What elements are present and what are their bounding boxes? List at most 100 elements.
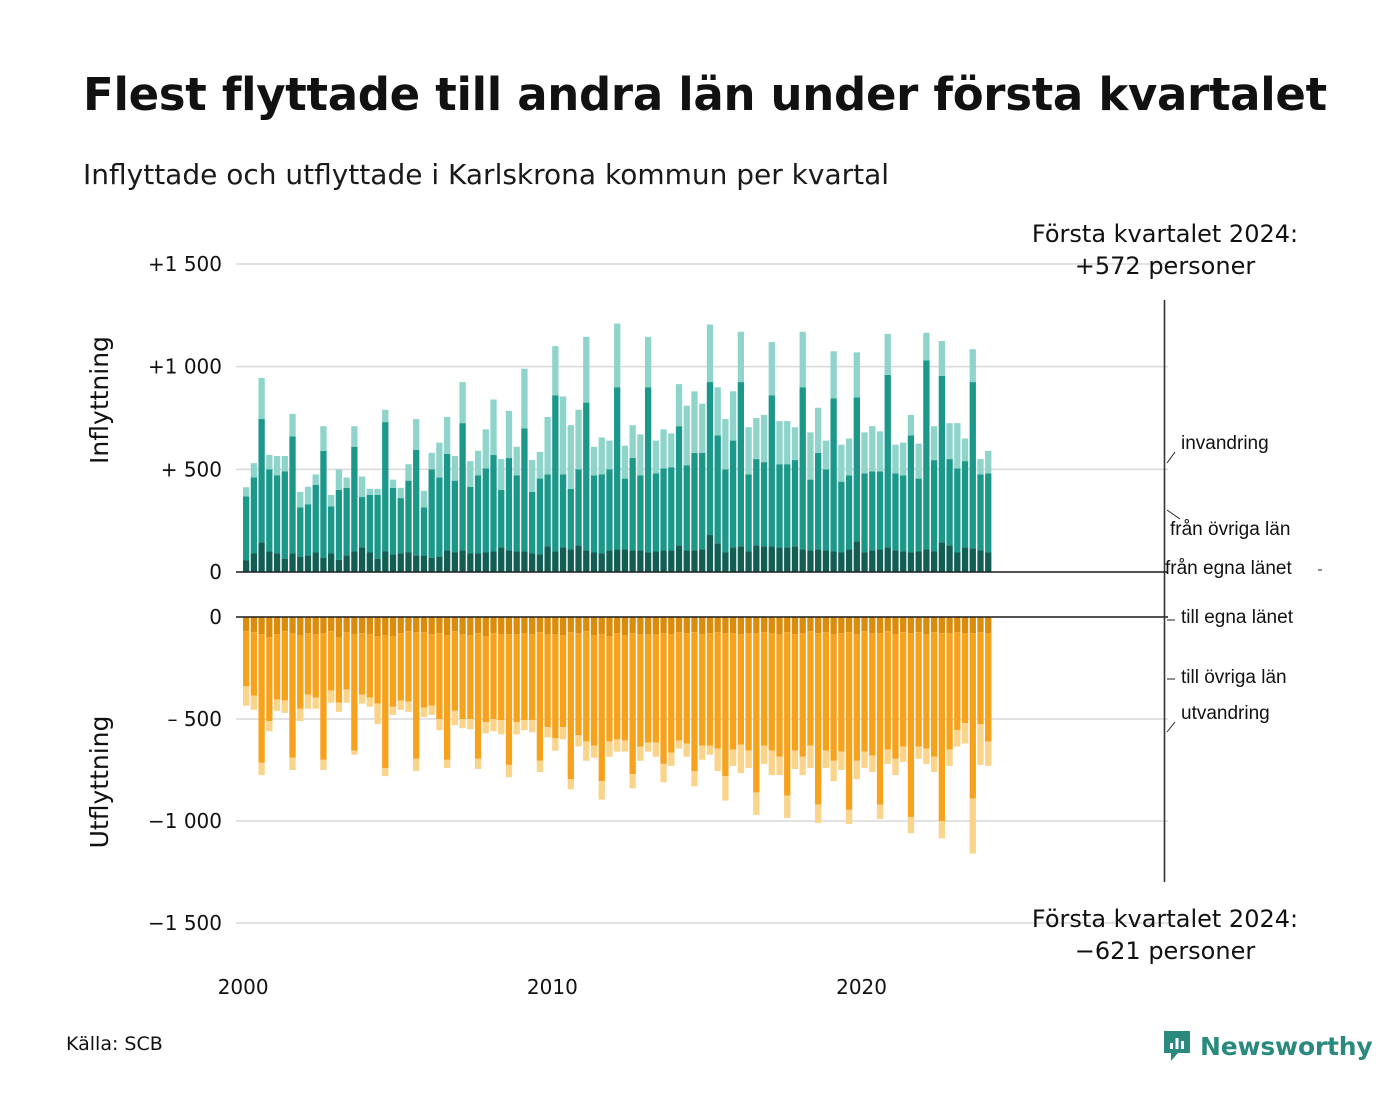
out-bar-ut_ovriga [652, 634, 659, 743]
in-bar-in_invandring [482, 429, 489, 469]
in-bar-in_invandring [691, 391, 698, 453]
in-bar-in_invandring [784, 421, 791, 465]
out-bar-ut_egna [366, 617, 373, 635]
in-bar-in_invandring [706, 324, 714, 383]
out-bar-ut_ovriga [706, 633, 714, 746]
in-bar-in_egna [629, 550, 636, 572]
out-bar-ut_egna [428, 617, 435, 635]
in-bar-in_egna [683, 550, 690, 572]
out-bar-ut_ovriga [374, 636, 381, 704]
in-bar-in_ovriga [722, 469, 729, 553]
source-note: Källa: SCB [66, 1033, 163, 1055]
out-y-tick-label: −1 000 [148, 809, 222, 833]
in-bar-in_egna [343, 555, 350, 572]
out-bar-ut_egna [521, 617, 528, 634]
in-bar-in_egna [784, 547, 791, 572]
in-bar-in_invandring [498, 459, 505, 490]
in-bar-in_egna [536, 554, 544, 572]
out-bar-ut_egna [289, 617, 296, 634]
out-bar-ut_utvandring [250, 695, 258, 710]
out-bar-ut_egna [977, 617, 984, 633]
out-bar-ut_ovriga [946, 633, 953, 750]
in-bar-in_egna [637, 550, 644, 572]
out-bar-ut_ovriga [490, 633, 497, 719]
in-bar-in_ovriga [258, 419, 265, 543]
in-bar-in_invandring [467, 461, 474, 487]
newsworthy-logo-icon [1164, 1031, 1190, 1061]
in-bar-in_ovriga [351, 446, 358, 552]
in-bar-in_ovriga [938, 375, 945, 543]
out-bar-ut_ovriga [459, 634, 466, 719]
in-bar-in_egna [699, 549, 706, 572]
in-bar-in_invandring [876, 431, 884, 472]
in-bar-in_ovriga [544, 474, 551, 547]
out-bar-ut_utvandring [505, 764, 513, 778]
newsworthy-brand[interactable]: Newsworthy [1162, 1024, 1373, 1068]
in-bar-in_egna [938, 542, 945, 572]
in-bar-in_invandring [629, 425, 636, 459]
out-bar-ut_utvandring [938, 821, 945, 839]
in-bar-in_invandring [760, 414, 768, 463]
out-bar-ut_ovriga [768, 633, 775, 751]
in-bar-in_egna [397, 553, 404, 572]
out-bar-ut_egna [907, 617, 915, 634]
in-bar-in_ovriga [884, 374, 891, 548]
in-bar-in_ovriga [985, 473, 992, 553]
out-bar-ut_ovriga [699, 634, 706, 746]
in-bar-in_egna [791, 546, 799, 572]
in-bar-in_invandring [281, 455, 288, 472]
out-bar-ut_utvandring [312, 697, 319, 709]
out-bar-ut_egna [861, 617, 868, 632]
in-bar-in_ovriga [583, 402, 590, 551]
in-bar-in_invandring [729, 391, 737, 441]
out-bar-ut_ovriga [900, 632, 907, 747]
in-bar-in_invandring [443, 416, 451, 454]
out-bar-ut_utvandring [876, 804, 884, 819]
in-bar-in_egna [428, 557, 435, 572]
in-bar-in_egna [722, 552, 729, 572]
out-bar-ut_ovriga [884, 631, 891, 750]
out-bar-ut_ovriga [536, 632, 544, 761]
out-bar-ut_egna [637, 617, 644, 635]
in-bar-in_invandring [892, 444, 899, 474]
in-bar-in_invandring [273, 455, 281, 476]
out-bar-ut_ovriga [745, 633, 752, 751]
in-bar-in_egna [304, 555, 312, 572]
in-bar-in_ovriga [668, 467, 675, 551]
in-bar-in_ovriga [289, 436, 296, 554]
out-bar-ut_utvandring [946, 749, 953, 766]
in-bar-in_invandring [521, 368, 528, 429]
out-bar-ut_egna [737, 617, 745, 635]
out-bar-ut_ovriga [714, 632, 721, 749]
in-bar-in_egna [443, 550, 451, 572]
in-bar-in_invandring [598, 437, 605, 475]
out-bar-ut_ovriga [366, 634, 373, 698]
out-bar-ut_utvandring [652, 742, 659, 757]
out-bar-ut_utvandring [884, 749, 891, 764]
in-bar-in_invandring [374, 488, 381, 495]
series-label-ut_egna: till egna länet [1181, 607, 1294, 628]
out-bar-ut_ovriga [312, 634, 319, 698]
out-bar-ut_ovriga [281, 631, 288, 701]
out-bar-ut_ovriga [915, 632, 922, 747]
out-bar-ut_egna [915, 617, 922, 633]
in-bar-in_invandring [335, 469, 343, 490]
out-bar-ut_egna [621, 617, 629, 636]
out-bar-ut_utvandring [598, 781, 605, 800]
in-bar-in_egna [590, 552, 598, 572]
in-bar-in_egna [552, 551, 559, 572]
in-bar-in_ovriga [977, 474, 984, 551]
in-bar-in_ovriga [513, 475, 520, 552]
in-bar-in_invandring [328, 495, 335, 507]
out-bar-ut_ovriga [876, 633, 884, 805]
out-bar-ut_ovriga [722, 633, 729, 777]
out-bar-ut_egna [552, 617, 559, 635]
in-bar-in_ovriga [459, 423, 466, 551]
out-bar-ut_egna [660, 617, 667, 634]
in-bar-in_invandring [838, 444, 845, 482]
in-bar-in_invandring [552, 346, 559, 396]
in-bar-in_invandring [351, 426, 358, 447]
out-bar-ut_utvandring [621, 740, 629, 752]
in-bar-in_invandring [436, 442, 443, 478]
